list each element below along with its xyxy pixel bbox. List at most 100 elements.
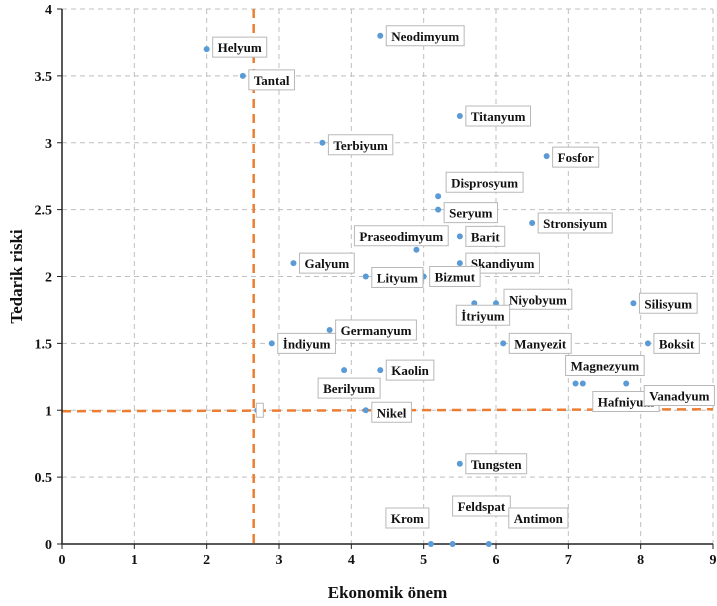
data-point xyxy=(449,541,456,547)
x-tick-label: 4 xyxy=(348,553,355,568)
point-label-box xyxy=(385,25,465,47)
point-label-box xyxy=(643,385,715,406)
x-tick-label: 6 xyxy=(493,553,500,568)
point-label: Vanadyum xyxy=(649,389,709,404)
point-label: Nikel xyxy=(377,405,407,420)
point-label-box xyxy=(552,146,600,168)
y-tick-label: 3 xyxy=(45,137,52,152)
y-tick-label: 1.5 xyxy=(35,337,53,352)
y-tick-label: 3.5 xyxy=(35,70,53,85)
data-point xyxy=(362,407,369,414)
x-tick-label: 8 xyxy=(637,553,644,568)
x-tick-label: 3 xyxy=(276,553,283,568)
point-label-box xyxy=(653,332,700,354)
point-label: Kaolin xyxy=(391,363,429,378)
data-point xyxy=(427,541,434,547)
point-label-box xyxy=(508,507,569,529)
axis-layer: 0 1 2 3 4 5 6 7 8 9 0 0.5 1 1.5 2 2.5 3 3.5 4 xyxy=(35,3,717,568)
empty-label-box xyxy=(255,402,264,418)
point-label: Neodimyum xyxy=(391,29,459,44)
point-label-box xyxy=(465,252,540,274)
x-tick-label: 2 xyxy=(203,553,210,568)
point-label-box xyxy=(335,319,417,341)
point-label-box xyxy=(353,225,449,247)
point-label-box xyxy=(537,212,613,234)
point-label-box xyxy=(638,292,698,314)
y-tick-label: 2 xyxy=(45,271,52,286)
y-tick-label: 0.5 xyxy=(35,471,53,486)
data-point xyxy=(456,460,463,467)
data-point xyxy=(456,113,463,119)
data-point xyxy=(239,72,246,79)
data-point xyxy=(203,46,210,53)
data-point xyxy=(623,380,630,387)
x-tick-label: 9 xyxy=(710,553,717,568)
point-label: Manyezit xyxy=(514,336,567,351)
point-label: Bizmut xyxy=(435,270,476,285)
data-point xyxy=(456,233,463,240)
point-label-box xyxy=(371,401,412,423)
point-label: Stronsiyum xyxy=(543,216,607,231)
data-point xyxy=(500,340,507,347)
point-label-box xyxy=(452,495,511,517)
point-label-box xyxy=(277,332,336,354)
point-label-box xyxy=(443,202,498,224)
point-label: Magnezyum xyxy=(571,359,640,374)
point-label: Niyobyum xyxy=(509,292,567,307)
point-label: Krom xyxy=(391,511,424,526)
point-label-box xyxy=(465,225,506,247)
data-point xyxy=(362,273,369,280)
y-tick-label: 1 xyxy=(45,404,52,419)
x-axis-title: Ekonomik önem xyxy=(328,583,448,602)
point-label: Lityum xyxy=(377,271,418,286)
point-label-box xyxy=(385,359,435,381)
point-label-box xyxy=(429,266,481,287)
data-point xyxy=(572,380,579,387)
x-tick-label: 5 xyxy=(420,553,427,568)
point-label: Fosfor xyxy=(558,150,594,165)
point-label-box xyxy=(503,288,573,310)
point-label-box xyxy=(327,134,394,156)
point-label: Helyum xyxy=(218,40,262,55)
data-point xyxy=(435,206,442,213)
data-point xyxy=(579,380,586,387)
point-label: Antimon xyxy=(514,511,564,526)
point-label: Barit xyxy=(471,229,501,244)
data-point xyxy=(485,541,492,547)
data-point xyxy=(290,260,297,267)
point-label-box xyxy=(565,355,645,376)
point-label-box xyxy=(508,332,572,354)
point-label: Skandiyum xyxy=(471,256,535,271)
data-point xyxy=(377,32,384,39)
data-point xyxy=(435,193,442,200)
point-label-box xyxy=(248,69,295,91)
data-point xyxy=(456,260,463,267)
y-axis-title: Tedarik riski xyxy=(7,229,26,324)
y-tick-label: 2.5 xyxy=(35,204,53,219)
point-label: Silisyum xyxy=(644,296,692,311)
point-label: Praseodimyum xyxy=(359,229,443,244)
point-label-box xyxy=(465,105,532,127)
x-tick-label: 1 xyxy=(131,553,138,568)
point-label-box xyxy=(465,453,528,475)
y-tick-label: 0 xyxy=(45,538,52,553)
point-label-box xyxy=(455,304,511,326)
data-point xyxy=(268,340,275,347)
data-point xyxy=(543,153,550,160)
label-layer: Helyum Tantal Neodimyum Titanyum Terbiyum Fos… xyxy=(212,25,715,529)
data-point xyxy=(644,340,651,347)
data-point xyxy=(413,246,420,253)
data-point xyxy=(326,327,333,333)
point-label: Tungsten xyxy=(471,457,523,472)
y-tick-label: 4 xyxy=(45,3,52,18)
point-label: Berilyum xyxy=(323,381,375,396)
point-label: İndiyum xyxy=(283,336,331,351)
point-label-box xyxy=(212,36,268,58)
point-label-box xyxy=(445,171,524,193)
point-label: Galyum xyxy=(304,256,349,271)
point-label: Hafniyum xyxy=(598,395,655,410)
x-tick-label: 7 xyxy=(565,553,572,568)
data-point xyxy=(377,367,384,374)
point-label: Seryum xyxy=(449,206,493,221)
